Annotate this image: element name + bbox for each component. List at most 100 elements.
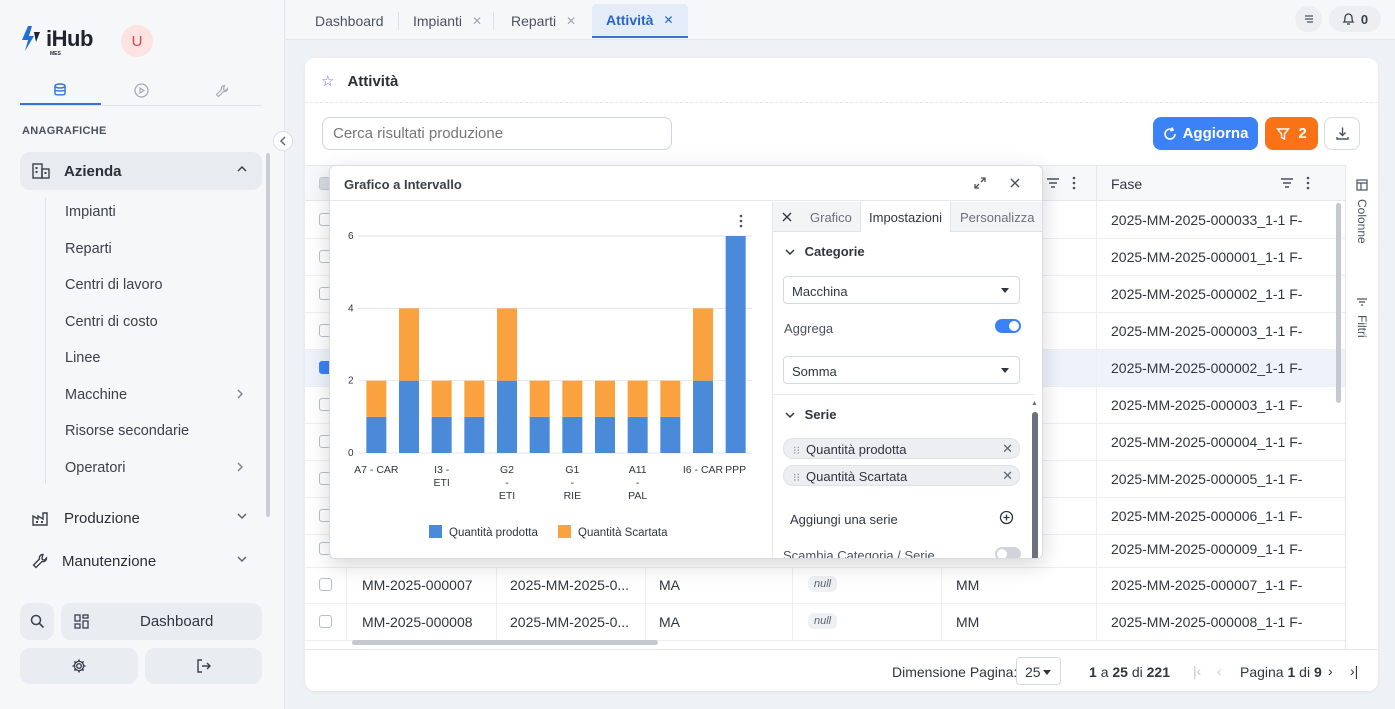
- aggrega-toggle[interactable]: [995, 319, 1021, 333]
- tab-personalizza[interactable]: Personalizza: [960, 209, 1035, 225]
- menu-button[interactable]: [1295, 6, 1322, 32]
- table-row[interactable]: 2025-MM-2025-000009_1-1 F-: [305, 531, 1345, 568]
- page-size-select[interactable]: 25: [1016, 657, 1061, 685]
- columns-panel-tab[interactable]: Colonne: [1355, 199, 1369, 244]
- x-tick-label: -: [636, 477, 640, 489]
- filter-button[interactable]: 2: [1265, 117, 1318, 150]
- first-page-icon[interactable]: |‹: [1193, 663, 1202, 679]
- dashboard-button[interactable]: Dashboard: [61, 603, 262, 640]
- collapse-sidebar-button[interactable]: [273, 131, 293, 151]
- nav-group-label: Produzione: [64, 509, 140, 527]
- tab-database[interactable]: [20, 76, 101, 105]
- drag-handle-icon[interactable]: ⁝⁝: [793, 472, 800, 484]
- sidebar-item-risorse[interactable]: Risorse secondarie: [65, 423, 190, 439]
- tab-impostazioni[interactable]: Impostazioni: [860, 202, 951, 232]
- sidebar-item-centri-costo[interactable]: Centri di costo: [65, 314, 158, 330]
- bar-quantita-prodotta: [431, 416, 452, 453]
- column-divider: [792, 567, 793, 603]
- row-checkbox[interactable]: [319, 578, 332, 591]
- more-vertical-icon[interactable]: [739, 214, 743, 228]
- legend-swatch: [429, 525, 442, 538]
- tab-separator: [398, 12, 399, 30]
- notifications-button[interactable]: 0: [1329, 6, 1381, 32]
- row-checkbox[interactable]: [319, 615, 332, 628]
- scroll-up-icon[interactable]: ▲: [1031, 400, 1038, 407]
- tab-label: Impianti: [413, 13, 463, 29]
- serie-section[interactable]: Serie: [785, 407, 836, 422]
- user-avatar[interactable]: U: [121, 25, 153, 57]
- filter-lines-icon[interactable]: [1356, 297, 1368, 307]
- swap-toggle[interactable]: [995, 547, 1021, 558]
- table-row[interactable]: MM-2025-000007 2025-MM-2025-0... MA null…: [305, 567, 1345, 604]
- sidebar-item-impianti[interactable]: Impianti: [65, 204, 116, 220]
- refresh-button[interactable]: Aggiorna: [1153, 117, 1258, 150]
- logo-text: iHub: [46, 26, 93, 51]
- series-pill[interactable]: ⁝⁝ Quantità prodotta ✕: [783, 438, 1020, 459]
- logout-button[interactable]: [145, 648, 262, 684]
- factory-icon: [32, 512, 48, 526]
- sidebar-item-operatori[interactable]: Operatori: [65, 460, 250, 476]
- vertical-scrollbar[interactable]: [1336, 203, 1341, 403]
- tab-play[interactable]: [101, 76, 182, 105]
- more-vertical-icon[interactable]: [1306, 176, 1310, 190]
- nav-group-azienda[interactable]: Azienda: [20, 152, 262, 190]
- expand-icon[interactable]: [973, 176, 987, 190]
- sidebar-scrollbar[interactable]: [266, 153, 270, 517]
- column-divider: [1096, 461, 1097, 497]
- chevron-down-icon: [237, 556, 247, 563]
- filter-lines-icon[interactable]: [1280, 177, 1294, 189]
- star-icon[interactable]: ☆: [321, 73, 335, 90]
- cell-reparto: MM: [956, 614, 980, 630]
- last-page-icon[interactable]: ›|: [1350, 663, 1359, 679]
- app-logo[interactable]: iHub MES: [20, 24, 93, 57]
- search-input[interactable]: [322, 117, 672, 150]
- download-button[interactable]: [1324, 117, 1360, 150]
- sidebar-item-reparti[interactable]: Reparti: [65, 241, 112, 257]
- bar-quantita-prodotta: [529, 416, 550, 453]
- nav-group-produzione[interactable]: Produzione: [20, 499, 262, 537]
- x-tick-label: -: [571, 477, 575, 489]
- aggregazione-select[interactable]: Somma: [783, 356, 1020, 384]
- sidebar-item-macchine[interactable]: Macchine: [65, 387, 250, 403]
- filters-panel-tab[interactable]: Filtri: [1355, 315, 1369, 338]
- close-icon[interactable]: [1009, 177, 1021, 189]
- tab-grafico[interactable]: Grafico: [810, 209, 852, 225]
- tab-attivita[interactable]: Attività ✕: [592, 4, 688, 38]
- series-pill[interactable]: ⁝⁝ Quantità Scartata ✕: [783, 465, 1020, 486]
- categorie-section[interactable]: Categorie: [785, 244, 865, 259]
- column-divider: [1096, 202, 1097, 238]
- sidebar-item-centri-lavoro[interactable]: Centri di lavoro: [65, 277, 163, 293]
- close-icon[interactable]: [782, 212, 792, 222]
- settings-button[interactable]: [20, 648, 138, 684]
- bar-quantita-scartata: [660, 380, 681, 417]
- columns-icon[interactable]: [1356, 179, 1368, 191]
- close-icon[interactable]: ✕: [663, 13, 674, 27]
- tab-tools[interactable]: [181, 76, 262, 105]
- table-row[interactable]: MM-2025-000008 2025-MM-2025-0... MA null…: [305, 604, 1345, 641]
- horizontal-scrollbar[interactable]: [352, 640, 658, 645]
- close-icon[interactable]: ✕: [1002, 468, 1013, 483]
- tab-reparti[interactable]: Reparti ✕: [497, 4, 590, 38]
- filter-lines-icon[interactable]: [1046, 177, 1060, 189]
- next-page-icon[interactable]: ›: [1328, 663, 1333, 679]
- close-icon[interactable]: ✕: [1002, 441, 1013, 456]
- plus-circle-icon[interactable]: [999, 510, 1014, 525]
- add-series-label[interactable]: Aggiungi una serie: [790, 512, 898, 527]
- tab-dashboard[interactable]: Dashboard: [301, 4, 398, 38]
- chevron-right-icon: [237, 462, 243, 472]
- more-vertical-icon[interactable]: [1072, 176, 1076, 190]
- column-header-fase[interactable]: Fase: [1111, 176, 1143, 192]
- close-icon[interactable]: ✕: [566, 14, 577, 28]
- prev-page-icon[interactable]: ‹: [1217, 663, 1222, 679]
- bar-quantita-scartata: [399, 308, 419, 381]
- settings-scrollbar[interactable]: [1032, 412, 1038, 558]
- nav-group-manutenzione[interactable]: Manutenzione: [20, 542, 262, 580]
- search-button[interactable]: [20, 603, 54, 640]
- sidebar-item-linee[interactable]: Linee: [65, 350, 101, 366]
- tab-impianti[interactable]: Impianti ✕: [399, 4, 496, 38]
- drag-handle-icon[interactable]: ⁝⁝: [793, 445, 800, 457]
- column-divider: [645, 567, 646, 603]
- categoria-select[interactable]: Macchina: [783, 276, 1020, 304]
- cell-ordine: 2025-MM-2025-0...: [510, 577, 630, 593]
- close-icon[interactable]: ✕: [472, 14, 483, 28]
